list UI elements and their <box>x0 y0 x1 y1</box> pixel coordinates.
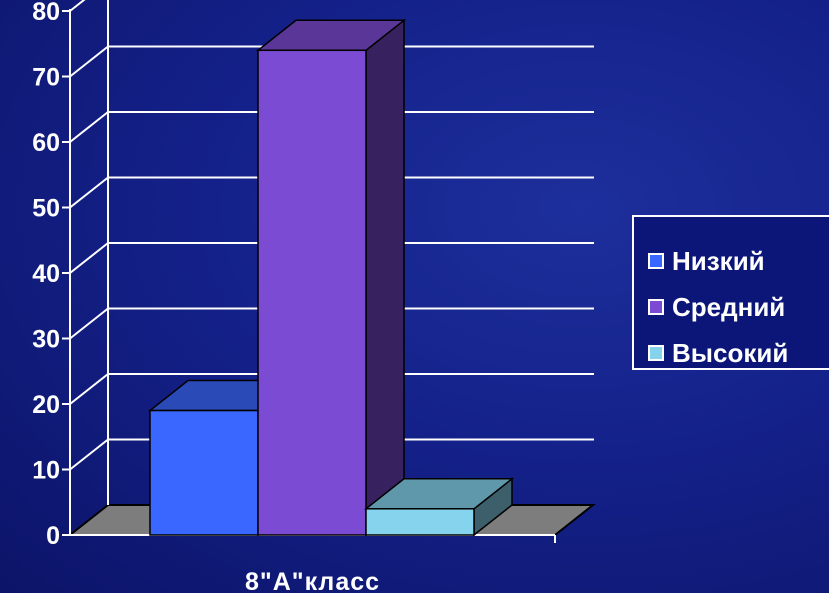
bar-high <box>363 477 515 537</box>
y-tick-label-40: 40 <box>32 260 60 288</box>
gridline-side-60 <box>69 111 109 143</box>
legend-label-medium: Средний <box>672 292 786 322</box>
chart-labels-layer: 0 10 20 30 40 50 60 70 80 8"А"класс <box>32 0 380 593</box>
chart-legend: Низкий Средний Высокий <box>632 215 829 370</box>
legend-item-high: Высокий <box>648 338 788 368</box>
chart-bars-layer <box>147 18 515 537</box>
gridline-side-70 <box>69 45 109 78</box>
y-tick-label-30: 30 <box>32 326 60 354</box>
gridline-side-50 <box>69 176 109 209</box>
y-tick-label-10: 10 <box>32 457 60 485</box>
y-tick-label-20: 20 <box>32 391 60 419</box>
legend-item-low: Низкий <box>648 246 765 276</box>
gridline-side-10 <box>69 438 109 471</box>
gridline-side-30 <box>69 307 109 340</box>
gridline-side-40 <box>69 242 109 274</box>
legend-swatch-low <box>648 253 664 269</box>
gridline-side-80 <box>69 0 86 12</box>
legend-label-high: Высокий <box>672 338 789 368</box>
bar-medium <box>255 18 407 537</box>
y-tick-label-50: 50 <box>32 195 60 223</box>
y-tick-label-80: 80 <box>32 0 60 26</box>
y-tick-label-70: 70 <box>32 64 60 92</box>
bar-high-front <box>365 508 475 536</box>
bar-medium-side <box>365 18 405 537</box>
bar-medium-front <box>257 49 367 536</box>
legend-swatch-medium <box>648 299 664 315</box>
bar-low-front <box>149 409 259 536</box>
y-tick-label-60: 60 <box>32 129 60 157</box>
legend-item-medium: Средний <box>648 292 785 322</box>
legend-label-low: Низкий <box>672 246 765 276</box>
gridline-side-20 <box>69 373 109 405</box>
legend-swatch-high <box>648 345 664 361</box>
x-category-label: 8"А"класс <box>245 568 380 593</box>
y-tick-label-0: 0 <box>46 522 60 550</box>
